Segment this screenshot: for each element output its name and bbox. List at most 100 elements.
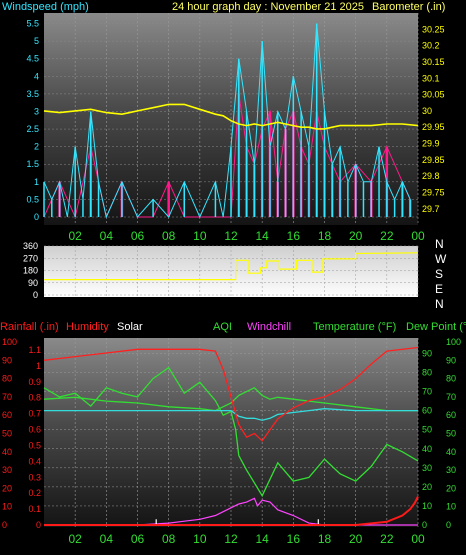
panel2-left-tick-label: 90 bbox=[28, 278, 38, 288]
panel1-x-tick-label: 02 bbox=[68, 229, 82, 243]
panel3-humidity-tick-label: 30 bbox=[2, 465, 12, 475]
panel3-aqi-tick-label: 70 bbox=[446, 392, 456, 402]
legend-dewpoint: Dew Point (°F) bbox=[406, 321, 466, 333]
panel3-aqi-tick-label: 90 bbox=[446, 355, 456, 365]
panel2-left-tick-label: 0 bbox=[33, 290, 38, 300]
panel1-right-tick-label: 30.05 bbox=[422, 90, 445, 100]
panel3-aqi-tick-label: 60 bbox=[446, 410, 456, 420]
panel1-x-tick-label: 22 bbox=[380, 229, 394, 243]
panel1-left-tick-label: 4.5 bbox=[26, 54, 39, 64]
panel3-rain-tick-label: 0.9 bbox=[28, 377, 41, 387]
legend-solar: Solar bbox=[117, 321, 143, 333]
panel1-left-tick-label: 1.5 bbox=[26, 159, 39, 169]
panel1-left-axis-label: Windspeed (mph) bbox=[2, 1, 89, 13]
panel1-x-tick-label: 10 bbox=[193, 229, 207, 243]
panel3-temp-tick-label: 40 bbox=[422, 444, 432, 454]
panel2-compass-label: N bbox=[435, 237, 444, 251]
panel3-x-tick-label: 06 bbox=[131, 532, 145, 546]
panel1-left-tick-label: 1 bbox=[34, 177, 39, 187]
panel2-left-tick-label: 180 bbox=[23, 266, 38, 276]
panel1-right-tick-label: 29.95 bbox=[422, 122, 445, 132]
panel3-humidity-tick-label: 20 bbox=[2, 483, 12, 493]
panel1-left-tick-label: 4 bbox=[34, 71, 39, 81]
wind-direction-line bbox=[44, 252, 419, 281]
legend-rainfall: Rainfall (.in) bbox=[0, 321, 59, 333]
panel1-x-tick-label: 16 bbox=[287, 229, 301, 243]
panel3-x-tick-label: 14 bbox=[255, 532, 269, 546]
panel1-title: 24 hour graph day : November 21 2025 bbox=[172, 1, 364, 13]
panel1-right-tick-label: 29.75 bbox=[422, 188, 445, 198]
panel3-temp-tick-label: 70 bbox=[422, 387, 432, 397]
panel3-rain-tick-label: 1.1 bbox=[28, 345, 41, 355]
panel3-temp-tick-label: 10 bbox=[422, 501, 432, 511]
rainfall-line bbox=[44, 495, 419, 526]
panel3-temp-tick-label: 80 bbox=[422, 368, 432, 378]
panel3-humidity-tick-label: 80 bbox=[2, 374, 12, 384]
panel3-rain-tick-label: 0.8 bbox=[28, 393, 41, 403]
legend-humidity: Humidity bbox=[66, 321, 109, 333]
panel3-x-tick-label: 00 bbox=[411, 532, 425, 546]
panel3-aqi-tick-label: 50 bbox=[446, 429, 456, 439]
panel3-temp-tick-label: 30 bbox=[422, 463, 432, 473]
panel3-x-tick-label: 20 bbox=[349, 532, 363, 546]
panel3-x-tick-label: 04 bbox=[100, 532, 114, 546]
panel3-humidity-tick-label: 60 bbox=[2, 410, 12, 420]
panel2-left-tick-label: 360 bbox=[23, 241, 38, 251]
panel3-aqi-tick-label: 80 bbox=[446, 374, 456, 384]
legend-aqi: AQI bbox=[213, 321, 232, 333]
panel3-temp-tick-label: 60 bbox=[422, 406, 432, 416]
panel1-left-tick-label: 5 bbox=[34, 36, 39, 46]
panel2-compass-label: W bbox=[435, 252, 447, 266]
panel3-rain-tick-label: 0.2 bbox=[28, 488, 41, 498]
panel1-right-axis-label: Barometer (.in) bbox=[372, 1, 445, 13]
panel3-aqi-tick-label: 30 bbox=[446, 465, 456, 475]
panel1-right-tick-label: 29.9 bbox=[422, 139, 440, 149]
panel3-humidity-tick-label: 10 bbox=[2, 502, 12, 512]
panel3-rain-tick-label: 0.7 bbox=[28, 409, 41, 419]
panel1-right-tick-label: 30.1 bbox=[422, 73, 440, 83]
panel1-right-tick-label: 30 bbox=[422, 106, 432, 116]
panel3-x-tick-label: 02 bbox=[68, 532, 82, 546]
panel3-aqi-tick-label: 40 bbox=[446, 447, 456, 457]
panel2-compass-label: N bbox=[435, 297, 444, 311]
panel1-left-tick-label: 2 bbox=[34, 142, 39, 152]
panel2-left-tick-label: 270 bbox=[23, 253, 38, 263]
panel1-left-tick-label: 2.5 bbox=[26, 124, 39, 134]
panel1-right-tick-label: 29.7 bbox=[422, 204, 440, 214]
panel3-temp-tick-label: 0 bbox=[422, 520, 427, 530]
panel3-rain-tick-label: 0.3 bbox=[28, 472, 41, 482]
barometer-line bbox=[43, 103, 419, 130]
panel3-humidity-tick-label: 50 bbox=[2, 429, 12, 439]
panel3-rain-tick-label: 1 bbox=[36, 361, 41, 371]
panel1-right-tick-label: 30.2 bbox=[422, 41, 440, 51]
panel3-aqi-tick-label: 10 bbox=[446, 502, 456, 512]
panel3-humidity-tick-label: 70 bbox=[2, 392, 12, 402]
panel3-x-tick-label: 12 bbox=[224, 532, 238, 546]
panel1-left-tick-label: 0 bbox=[34, 212, 39, 222]
panel1-x-tick-label: 14 bbox=[255, 229, 269, 243]
panel3-humidity-tick-label: 40 bbox=[2, 447, 12, 457]
panel3-humidity-tick-label: 90 bbox=[2, 355, 12, 365]
windchill-line bbox=[44, 497, 418, 526]
panel3-humidity-tick-label: 0 bbox=[2, 520, 7, 530]
panel2-compass-label: E bbox=[435, 282, 443, 296]
panel3-aqi-tick-label: 0 bbox=[446, 520, 451, 530]
panel1-right-tick-label: 29.85 bbox=[422, 155, 445, 165]
humidity-line bbox=[43, 346, 419, 442]
panel3-temp-tick-label: 50 bbox=[422, 425, 432, 435]
legend-temperature: Temperature (°F) bbox=[313, 321, 396, 333]
panel1-right-tick-label: 29.8 bbox=[422, 171, 440, 181]
panel3-x-tick-label: 22 bbox=[380, 532, 394, 546]
panel2-compass-label: S bbox=[435, 267, 443, 281]
panel3-rain-tick-label: 0.5 bbox=[28, 440, 41, 450]
panel1-right-tick-label: 30.25 bbox=[422, 24, 445, 34]
panel1-left-tick-label: 5.5 bbox=[26, 19, 39, 29]
panel1-x-tick-label: 18 bbox=[318, 229, 332, 243]
panel3-x-tick-label: 10 bbox=[193, 532, 207, 546]
dewpoint-line bbox=[44, 408, 418, 421]
panel1-right-tick-label: 30.15 bbox=[422, 57, 445, 67]
panel1-left-tick-label: 0.5 bbox=[26, 194, 39, 204]
panel1-x-tick-label: 04 bbox=[100, 229, 114, 243]
panel1-x-tick-label: 00 bbox=[411, 229, 425, 243]
